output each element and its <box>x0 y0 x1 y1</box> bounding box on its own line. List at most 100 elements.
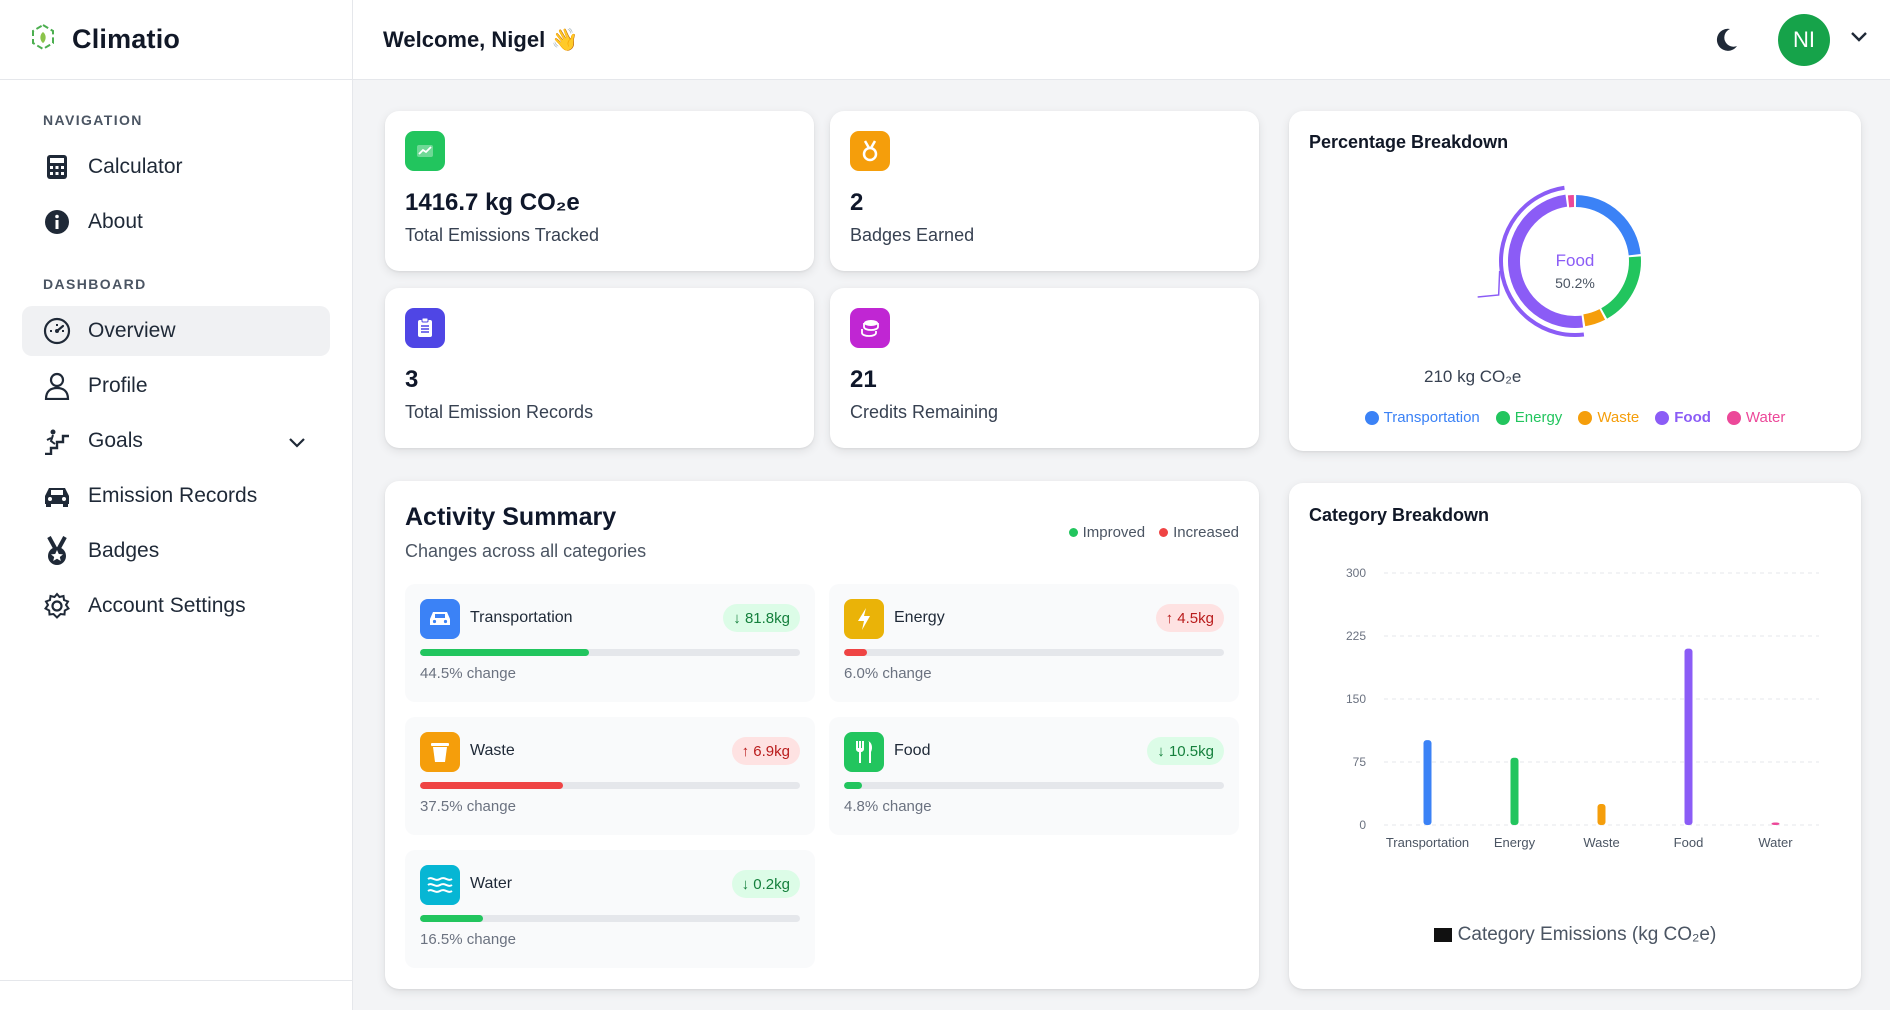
legend-item-water[interactable]: Water <box>1726 409 1785 426</box>
stat-label: Badges Earned <box>850 225 975 245</box>
progress-track <box>420 649 800 656</box>
progress-fill <box>420 649 590 656</box>
y-tick-label: 225 <box>1346 629 1366 643</box>
avatar[interactable]: NI <box>1778 14 1830 66</box>
pie-slice-waste[interactable] <box>1583 308 1606 327</box>
stat-label: Total Emission Records <box>405 402 594 422</box>
progress-track <box>844 649 1224 656</box>
progress-fill <box>844 782 863 789</box>
coins-icon <box>850 308 890 348</box>
donut-chart[interactable] <box>1289 111 1861 411</box>
card-title: Percentage Breakdown <box>1309 132 1509 152</box>
sidebar-footer <box>0 980 352 1010</box>
bar-energy[interactable] <box>1510 757 1519 825</box>
stat-value: 2 <box>850 189 864 216</box>
donut-center-value: 50.2% <box>1555 275 1595 291</box>
sidebar-item-emission-records[interactable]: Emission Records <box>22 471 330 521</box>
sidebar-item-badges[interactable]: Badges <box>22 526 330 576</box>
pie-slice-food[interactable] <box>1508 194 1584 328</box>
bar-water[interactable] <box>1771 822 1780 825</box>
donut-tooltip: 210 kg CO₂e <box>1424 367 1522 386</box>
legend-increased: Increased <box>1159 524 1239 541</box>
bar-waste[interactable] <box>1597 804 1606 825</box>
legend-item-energy[interactable]: Energy <box>1495 409 1562 426</box>
sidebar-item-label: About <box>88 210 143 233</box>
activity-name: Waste <box>470 742 515 759</box>
x-tick-label: Food <box>1674 835 1704 850</box>
legend-improved: Improved <box>1068 524 1145 541</box>
nav-heading: NAVIGATION <box>43 112 143 128</box>
sidebar-item-label: Overview <box>88 319 176 342</box>
app-name: Climatio <box>72 24 181 54</box>
welcome-message: Welcome, Nigel 👋 <box>383 27 579 52</box>
change-text: 16.5% change <box>420 931 516 948</box>
user-icon <box>42 371 72 401</box>
progress-track <box>420 915 800 922</box>
progress-track <box>420 782 800 789</box>
car-icon <box>420 599 460 639</box>
bar-chart-legend[interactable]: Category Emissions (kg CO₂e) <box>1289 924 1861 946</box>
x-tick-label: Waste <box>1583 835 1619 850</box>
sidebar: Climatio NAVIGATION Calculator About DAS… <box>0 0 353 1010</box>
activity-item-water[interactable]: Water ↓ 0.2kg 16.5% change <box>405 850 815 968</box>
activity-name: Energy <box>894 609 945 626</box>
bar-transportation[interactable] <box>1423 740 1432 825</box>
activity-item-transportation[interactable]: Transportation ↓ 81.8kg 44.5% change <box>405 584 815 702</box>
bolt-icon <box>844 599 884 639</box>
progress-fill <box>844 649 867 656</box>
dot-icon <box>1068 528 1078 537</box>
progress-fill <box>420 915 483 922</box>
nav-heading: DASHBOARD <box>43 276 147 292</box>
stat-card-credits: 21 Credits Remaining <box>830 288 1259 448</box>
y-tick-label: 0 <box>1359 818 1366 832</box>
pie-slice-transportation[interactable] <box>1575 195 1641 256</box>
activity-name: Transportation <box>470 609 573 626</box>
percentage-breakdown-card: Percentage Breakdown Food 50.2% 210 kg C… <box>1289 111 1861 451</box>
change-badge: ↓ 81.8kg <box>723 604 800 632</box>
chevron-down-icon[interactable] <box>288 431 306 455</box>
stat-label: Credits Remaining <box>850 402 999 422</box>
info-icon <box>42 207 72 237</box>
progress-track <box>844 782 1224 789</box>
stairs-icon <box>42 426 72 456</box>
activity-item-food[interactable]: Food ↓ 10.5kg 4.8% change <box>829 717 1239 835</box>
x-tick-label: Transportation <box>1386 835 1469 850</box>
clipboard-icon <box>405 308 445 348</box>
legend-dot <box>1495 410 1510 425</box>
legend-label: Waste <box>1597 409 1640 426</box>
activity-item-energy[interactable]: Energy ↑ 4.5kg 6.0% change <box>829 584 1239 702</box>
pie-slice-energy[interactable] <box>1601 256 1641 319</box>
legend-dot <box>1578 410 1593 425</box>
chevron-down-icon[interactable] <box>1850 30 1868 48</box>
nav-section-navigation: NAVIGATION Calculator About <box>0 80 352 247</box>
car-icon <box>42 481 72 511</box>
category-breakdown-card: Category Breakdown 0 75 150 225 300 Transport… <box>1289 483 1861 989</box>
trash-icon <box>420 732 460 772</box>
brand[interactable]: Climatio <box>0 0 352 80</box>
sidebar-item-label: Emission Records <box>88 484 258 507</box>
legend-item-transportation[interactable]: Transportation <box>1364 409 1480 426</box>
bar-chart[interactable]: 0 75 150 225 300 Transportation Energy Waste Foo… <box>1289 483 1861 923</box>
stat-value: 3 <box>405 366 419 393</box>
sidebar-item-label: Goals <box>88 429 143 452</box>
change-badge: ↓ 10.5kg <box>1147 737 1224 765</box>
moon-icon[interactable] <box>1712 26 1740 59</box>
change-text: 6.0% change <box>844 665 932 682</box>
activity-title: Activity Summary <box>405 503 617 531</box>
sidebar-item-calculator[interactable]: Calculator <box>22 142 330 192</box>
tooltip-leader-line <box>1477 270 1501 298</box>
activity-item-waste[interactable]: Waste ↑ 6.9kg 37.5% change <box>405 717 815 835</box>
bar-food[interactable] <box>1684 648 1693 825</box>
sidebar-item-profile[interactable]: Profile <box>22 361 330 411</box>
stat-card-total-emissions: 1416.7 kg CO₂e Total Emissions Tracked <box>385 111 814 271</box>
pie-legend: Transportation Energy Waste Food Water <box>1289 409 1861 426</box>
activity-summary-card: Activity Summary Changes across all cate… <box>385 481 1259 989</box>
sidebar-item-about[interactable]: About <box>22 197 330 247</box>
sidebar-item-account-settings[interactable]: Account Settings <box>22 581 330 631</box>
top-bar: Welcome, Nigel 👋 NI <box>353 0 1890 80</box>
sidebar-item-goals[interactable]: Goals <box>22 416 330 466</box>
legend-item-waste[interactable]: Waste <box>1578 409 1639 426</box>
legend-item-food[interactable]: Food <box>1655 409 1711 426</box>
sidebar-item-overview[interactable]: Overview <box>22 306 330 356</box>
medal-icon <box>850 131 890 171</box>
